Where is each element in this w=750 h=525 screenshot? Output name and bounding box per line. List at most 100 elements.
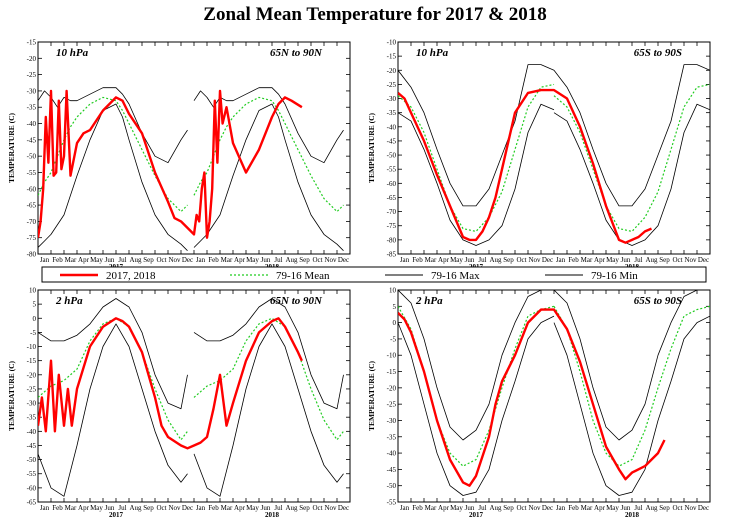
- x-tick-label: Sep: [299, 256, 310, 264]
- x-tick-label: Dec: [542, 256, 553, 264]
- y-tick-label: -65: [27, 499, 37, 507]
- x-tick-label: Jul: [634, 504, 642, 512]
- observed-line: [398, 88, 652, 244]
- x-tick-label: Aug: [489, 504, 502, 512]
- x-tick-label: Apr: [78, 504, 90, 512]
- x-tick-label: May: [246, 504, 259, 512]
- x-tick-label: May: [606, 256, 619, 264]
- min-line: [553, 103, 710, 246]
- x-tick-label: Jun: [261, 504, 271, 512]
- x-tick-label: Mar: [581, 256, 593, 264]
- y-tick-label: -40: [27, 428, 37, 436]
- x-tick-label: Jun: [621, 504, 631, 512]
- y-tick-label: -45: [27, 136, 37, 144]
- x-tick-label: Jun: [105, 504, 115, 512]
- pressure-level-label: 10 hPa: [416, 47, 449, 59]
- x-tick-label: Mar: [65, 256, 77, 264]
- main-title: Zonal Mean Temperature for 2017 & 2018: [203, 4, 547, 25]
- y-tick-label: -10: [387, 352, 397, 360]
- x-tick-label: Aug: [645, 504, 658, 512]
- y-tick-label: -55: [27, 470, 37, 478]
- x-tick-label: May: [90, 256, 103, 264]
- x-tick-label: Sep: [299, 504, 310, 512]
- x-tick-label: Jun: [105, 256, 115, 264]
- mean-line: [193, 317, 344, 441]
- max-line: [38, 87, 188, 164]
- x-tick-label: May: [450, 256, 463, 264]
- x-tick-label: Apr: [438, 256, 450, 264]
- x-tick-label: Feb: [568, 256, 579, 264]
- x-tick-label: Nov: [168, 504, 181, 512]
- year-label: 2017: [469, 511, 484, 519]
- panel-3: -65-60-55-50-45-40-35-30-25-20-15-10-505…: [7, 287, 351, 519]
- legend-label: 79-16 Min: [591, 270, 638, 282]
- y-axis-label: TEMPERATURE (C): [367, 360, 376, 431]
- x-tick-label: Mar: [65, 504, 77, 512]
- x-tick-label: Dec: [698, 504, 709, 512]
- pressure-level-label: 2 hPa: [55, 295, 83, 307]
- x-tick-label: Dec: [698, 256, 709, 264]
- legend-label: 79-16 Max: [431, 270, 480, 282]
- y-tick-label: -10: [27, 343, 37, 351]
- x-tick-label: Oct: [156, 256, 166, 264]
- y-tick-label: -50: [27, 456, 37, 464]
- year-label: 2018: [625, 511, 640, 519]
- min-line: [193, 103, 344, 251]
- y-tick-label: -70: [387, 208, 397, 216]
- x-tick-label: Jul: [478, 504, 486, 512]
- y-tick-label: -35: [27, 414, 37, 422]
- y-tick-label: -45: [387, 466, 397, 474]
- x-tick-label: Oct: [312, 256, 322, 264]
- plot-frame: [37, 41, 351, 255]
- x-tick-label: Sep: [659, 504, 670, 512]
- y-tick-label: 10: [29, 287, 37, 295]
- x-tick-label: Oct: [672, 256, 682, 264]
- plot-frame: [397, 289, 711, 503]
- series-layer: [38, 87, 344, 251]
- x-tick-label: Dec: [182, 504, 193, 512]
- x-tick-label: Feb: [568, 504, 579, 512]
- y-tick-label: -40: [27, 120, 37, 128]
- y-tick-label: -20: [27, 55, 37, 63]
- x-tick-label: Jan: [196, 256, 206, 264]
- x-tick-label: Jul: [634, 256, 642, 264]
- x-tick-label: Aug: [129, 504, 142, 512]
- y-tick-label: -45: [27, 442, 37, 450]
- x-tick-label: May: [606, 504, 619, 512]
- x-tick-label: Dec: [338, 256, 349, 264]
- region-label: 65S to 90S: [634, 47, 682, 59]
- legend-label: 79-16 Mean: [276, 270, 330, 282]
- mean-line: [193, 96, 344, 213]
- x-tick-label: Jun: [621, 256, 631, 264]
- x-tick-label: Dec: [542, 504, 553, 512]
- x-tick-label: Jan: [400, 256, 410, 264]
- y-tick-label: -60: [27, 185, 37, 193]
- mean-line: [553, 83, 710, 232]
- min-line: [398, 103, 555, 246]
- x-tick-label: Feb: [412, 504, 423, 512]
- y-tick-label: -30: [27, 400, 37, 408]
- x-tick-label: Nov: [684, 256, 697, 264]
- y-tick-label: -65: [387, 194, 397, 202]
- legend-label: 2017, 2018: [106, 270, 156, 282]
- y-tick-label: -15: [27, 357, 37, 365]
- x-tick-label: Mar: [425, 504, 437, 512]
- x-tick-label: Mar: [221, 256, 233, 264]
- x-tick-label: Nov: [324, 504, 337, 512]
- x-tick-label: Nov: [528, 256, 541, 264]
- y-tick-label: -55: [27, 169, 37, 177]
- x-tick-label: Jan: [556, 504, 566, 512]
- observed-line: [38, 89, 303, 239]
- x-tick-label: Apr: [234, 256, 246, 264]
- pressure-level-label: 10 hPa: [56, 47, 89, 59]
- y-tick-label: -60: [27, 484, 37, 492]
- panels-layer: -80-75-70-65-60-55-50-45-40-35-30-25-20-…: [7, 39, 711, 519]
- mean-line: [38, 96, 188, 213]
- x-tick-label: Dec: [338, 504, 349, 512]
- y-tick-label: -30: [27, 87, 37, 95]
- y-tick-label: -80: [27, 251, 37, 259]
- x-tick-label: Jan: [196, 504, 206, 512]
- x-tick-label: Sep: [659, 256, 670, 264]
- max-line: [553, 290, 710, 441]
- y-tick-label: -20: [387, 67, 397, 75]
